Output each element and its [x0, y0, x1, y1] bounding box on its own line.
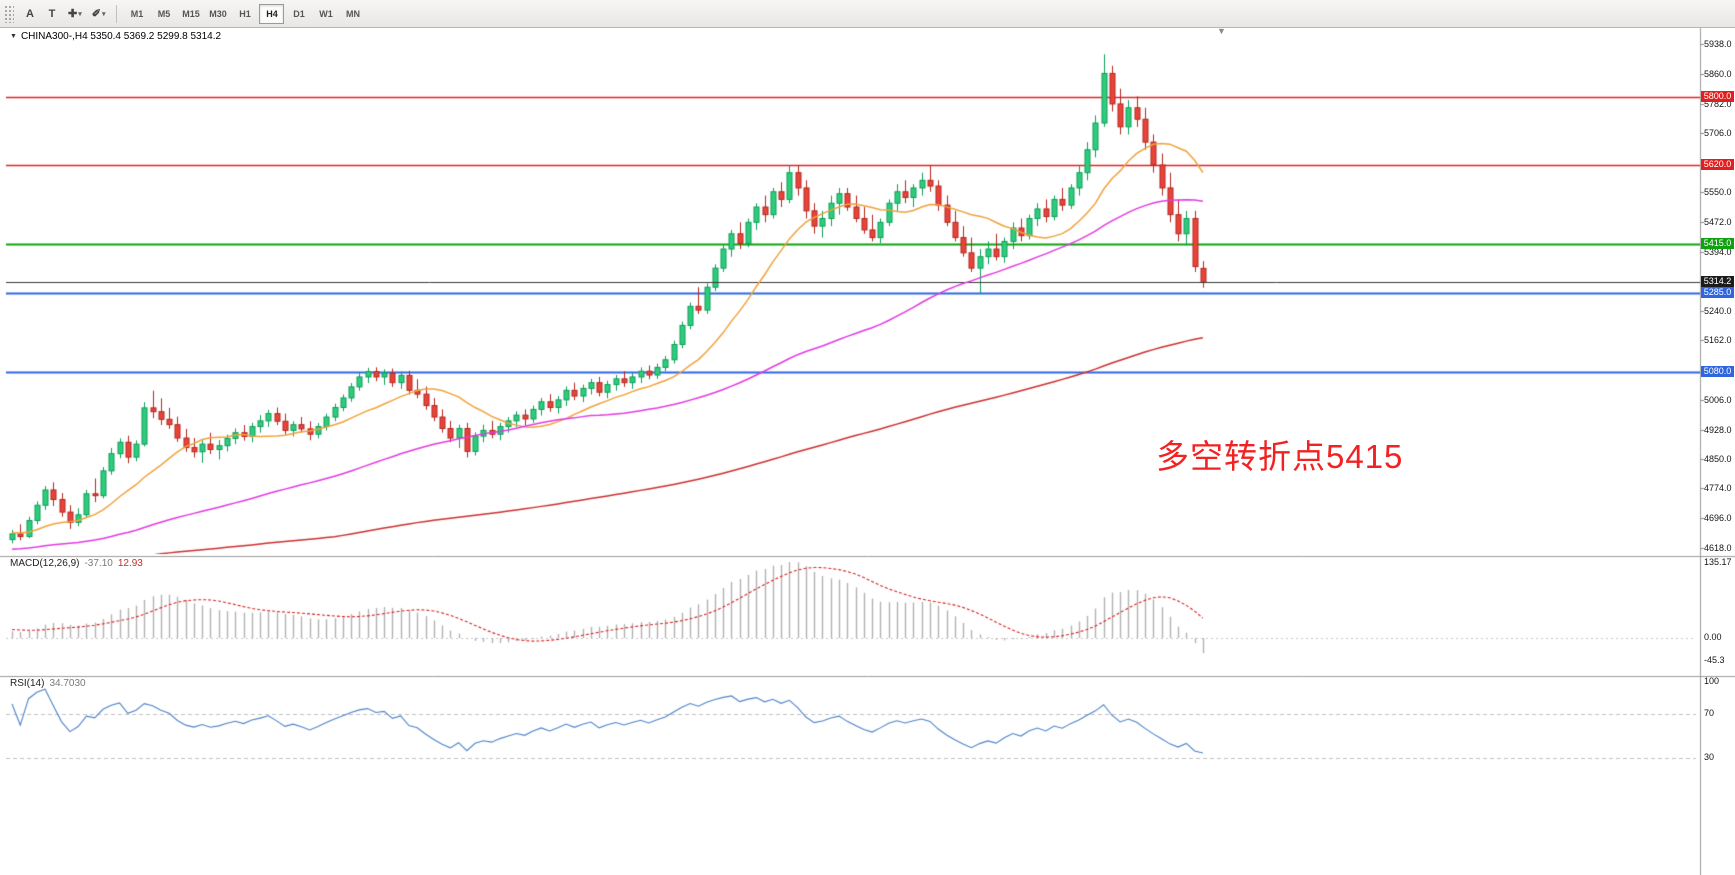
timeframe-button-m1[interactable]: M1: [124, 4, 149, 24]
chart-shift-marker-icon[interactable]: ▼: [1217, 26, 1226, 36]
crosshair-icon: ✚: [68, 8, 78, 20]
text-tool-button[interactable]: T: [42, 4, 62, 24]
draw-tool-button[interactable]: ✐ ▾: [88, 4, 110, 24]
toolbar-separator: [116, 4, 118, 23]
timeframe-button-h4[interactable]: H4: [259, 3, 285, 24]
macd-value: -37.10: [84, 558, 113, 569]
macd-indicator-label: MACD(12,26,9) -37.10 12.93: [10, 558, 143, 569]
timeframe-button-d1[interactable]: D1: [286, 4, 311, 24]
crosshair-tool-button[interactable]: ✚ ▾: [64, 4, 86, 24]
chart-title-text: CHINA300-,H4 5350.4 5369.2 5299.8 5314.2: [20, 31, 222, 42]
timeframe-button-mn[interactable]: MN: [340, 4, 365, 24]
macd-signal-value: 12.93: [117, 558, 143, 569]
chevron-down-icon: ▾: [101, 10, 106, 18]
chart-title: ▼ CHINA300-,H4 5350.4 5369.2 5299.8 5314.…: [10, 31, 221, 42]
timeframe-button-m15[interactable]: M15: [178, 4, 203, 24]
pencil-icon: ✐: [91, 8, 101, 20]
timeframe-button-w1[interactable]: W1: [313, 4, 338, 24]
rsi-name: RSI(14): [10, 678, 45, 689]
macd-name: MACD(12,26,9): [10, 558, 80, 569]
font-tool-button[interactable]: A: [20, 4, 40, 24]
timeframe-button-h1[interactable]: H1: [232, 4, 257, 24]
rsi-value: 34.7030: [49, 678, 86, 689]
rsi-indicator-label: RSI(14) 34.7030: [10, 678, 86, 689]
collapse-icon[interactable]: ▼: [10, 33, 17, 40]
chart-annotation[interactable]: 多空转折点5415: [1156, 438, 1404, 475]
timeframe-button-m30[interactable]: M30: [205, 4, 230, 24]
toolbar-grip-icon[interactable]: [4, 4, 14, 23]
chevron-down-icon: ▾: [78, 10, 82, 18]
timeframe-button-m5[interactable]: M5: [151, 4, 176, 24]
toolbar: A T ✚ ▾ ✐ ▾ M1 M5 M15 M30 H1 H4 D1 W1 MN: [0, 0, 1735, 28]
